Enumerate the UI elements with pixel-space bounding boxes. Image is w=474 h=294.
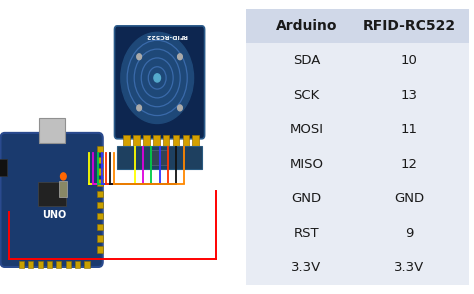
- Text: MOSI: MOSI: [290, 123, 324, 136]
- FancyBboxPatch shape: [0, 133, 103, 267]
- Bar: [0, 159, 7, 176]
- Bar: [37, 182, 66, 206]
- Bar: [153, 135, 160, 146]
- Bar: [97, 235, 103, 242]
- Bar: [151, 150, 168, 165]
- Bar: [246, 147, 469, 181]
- Text: 13: 13: [401, 89, 418, 102]
- Text: Arduino: Arduino: [276, 19, 337, 33]
- Circle shape: [121, 32, 193, 123]
- Bar: [173, 135, 179, 146]
- Bar: [182, 135, 189, 146]
- Bar: [192, 135, 199, 146]
- Bar: [59, 181, 67, 197]
- Text: UNO: UNO: [42, 210, 66, 220]
- Bar: [246, 216, 469, 250]
- Bar: [37, 261, 43, 268]
- Text: RST: RST: [294, 227, 319, 240]
- Bar: [39, 118, 64, 143]
- Bar: [246, 113, 469, 147]
- Circle shape: [178, 54, 182, 60]
- Bar: [84, 261, 90, 268]
- Bar: [246, 250, 469, 285]
- Text: GND: GND: [394, 192, 424, 205]
- Circle shape: [154, 74, 161, 82]
- Bar: [56, 261, 62, 268]
- Bar: [97, 179, 103, 186]
- Bar: [123, 135, 130, 146]
- Text: RFID-RC522: RFID-RC522: [363, 19, 456, 33]
- Bar: [97, 191, 103, 197]
- Bar: [97, 146, 103, 152]
- Text: 3.3V: 3.3V: [292, 261, 322, 274]
- Bar: [97, 202, 103, 208]
- Bar: [19, 261, 24, 268]
- Text: RFID-RC522: RFID-RC522: [146, 33, 188, 38]
- Bar: [66, 261, 71, 268]
- Text: SDA: SDA: [293, 54, 320, 67]
- Bar: [117, 146, 202, 169]
- Circle shape: [178, 105, 182, 111]
- Bar: [143, 135, 150, 146]
- Text: 9: 9: [405, 227, 413, 240]
- Bar: [97, 224, 103, 230]
- Text: SCK: SCK: [293, 89, 320, 102]
- FancyBboxPatch shape: [115, 26, 205, 139]
- Circle shape: [137, 105, 141, 111]
- Circle shape: [137, 54, 141, 60]
- Text: 12: 12: [401, 158, 418, 171]
- Circle shape: [61, 173, 66, 180]
- Text: 11: 11: [401, 123, 418, 136]
- Bar: [246, 43, 469, 78]
- Text: MISO: MISO: [290, 158, 324, 171]
- Bar: [28, 261, 33, 268]
- Bar: [246, 78, 469, 113]
- Text: GND: GND: [292, 192, 322, 205]
- Bar: [246, 9, 469, 43]
- Bar: [97, 157, 103, 163]
- Bar: [133, 135, 140, 146]
- Bar: [97, 246, 103, 253]
- Bar: [47, 261, 52, 268]
- Bar: [75, 261, 80, 268]
- Bar: [246, 181, 469, 216]
- Bar: [97, 168, 103, 175]
- Bar: [97, 213, 103, 219]
- Text: 10: 10: [401, 54, 418, 67]
- Text: 3.3V: 3.3V: [394, 261, 424, 274]
- Bar: [163, 135, 169, 146]
